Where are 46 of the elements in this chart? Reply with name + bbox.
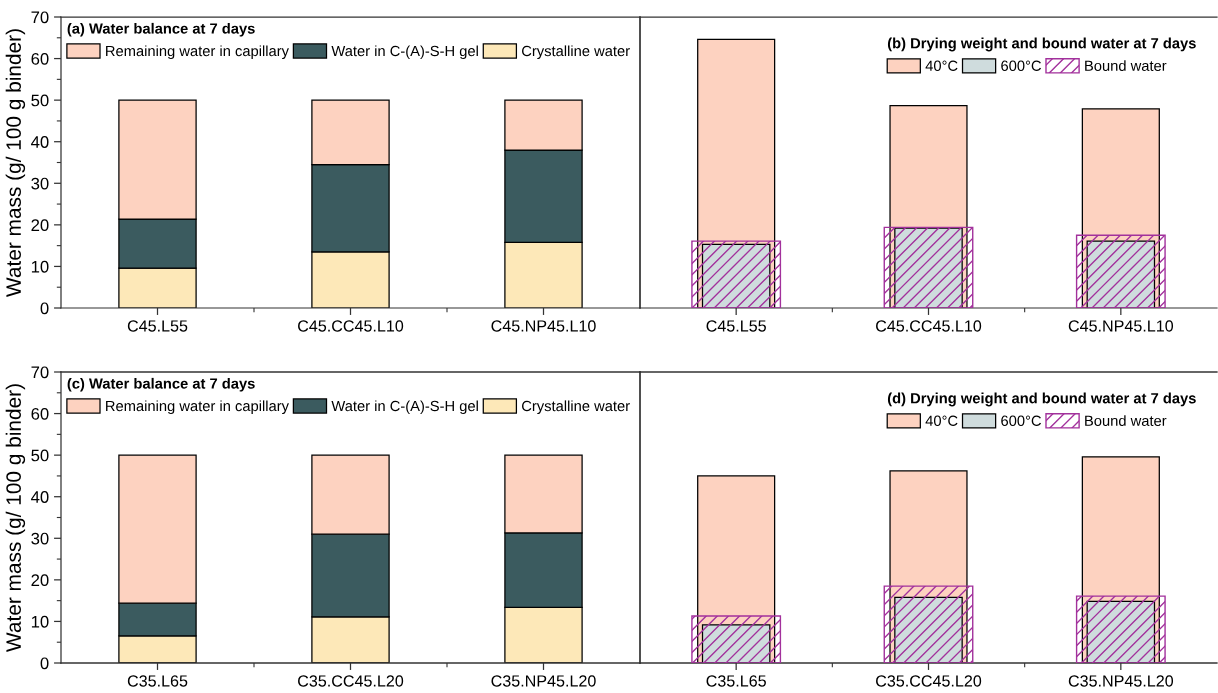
y-tick-label: 50 — [31, 449, 49, 462]
y-tick-label: 0 — [40, 302, 49, 315]
legend-label: Crystalline water — [522, 400, 630, 415]
y-tick-label: 30 — [31, 532, 49, 545]
legend-label: 600°C — [1001, 415, 1042, 426]
x-tick-label: C45.CC45.L10 — [876, 320, 982, 332]
legend-title: (a) Water balance at 7 days — [67, 22, 255, 37]
y-tick-label: 70 — [31, 11, 49, 24]
y-tick-label: 10 — [31, 260, 49, 273]
legend-title: (d) Drying weight and bound water at 7 days — [887, 392, 1196, 407]
y-axis-title: Water mass (g/ 100 g binder) — [5, 29, 26, 297]
y-tick-label: 70 — [31, 366, 49, 379]
legend-label: 40°C — [925, 60, 958, 71]
y-tick-label: 30 — [31, 177, 49, 190]
y-axis-title: Water mass (g/ 100 g binder) — [5, 384, 26, 652]
y-tick-label: 60 — [31, 407, 49, 420]
x-tick-label: C45.CC45.L10 — [298, 320, 404, 332]
y-tick-label: 10 — [31, 615, 49, 628]
legend-title: (b) Drying weight and bound water at 7 days — [887, 37, 1196, 52]
x-tick-label: C35.NP45.L20 — [491, 675, 596, 687]
legend-label: Bound water — [1085, 60, 1167, 71]
y-tick-label: 20 — [31, 219, 49, 232]
x-tick-label: C35.L65 — [127, 675, 188, 687]
y-tick-label: 50 — [31, 94, 49, 107]
legend-label: 600°C — [1001, 60, 1042, 71]
legend-label: Bound water — [1085, 415, 1167, 426]
legend-title: (c) Water balance at 7 days — [67, 377, 255, 392]
y-tick-label: 40 — [31, 136, 49, 148]
legend-label: Water in C-(A)-S-H gel — [331, 45, 478, 60]
y-tick-label: 40 — [31, 491, 49, 503]
y-tick-label: 0 — [40, 657, 49, 670]
x-tick-label: C35.CC45.L20 — [876, 675, 982, 687]
legend-label: Water in C-(A)-S-H gel — [331, 400, 478, 415]
legend-label: Remaining water in capillary — [106, 45, 289, 60]
y-tick-label: 60 — [31, 52, 49, 65]
x-tick-label: C45.NP45.L10 — [1068, 320, 1174, 332]
y-tick-label: 20 — [31, 574, 49, 587]
legend-label: Crystalline water — [522, 45, 630, 60]
x-tick-label: C35.NP45.L20 — [1068, 675, 1174, 687]
legend-label: 40°C — [925, 415, 958, 426]
x-tick-label: C45.L55 — [706, 320, 766, 332]
x-tick-label: C45.L55 — [127, 320, 188, 332]
x-tick-label: C35.CC45.L20 — [298, 675, 404, 687]
x-tick-label: C45.NP45.L10 — [491, 320, 596, 332]
x-tick-label: C35.L65 — [706, 675, 766, 687]
legend-label: Remaining water in capillary — [106, 400, 289, 415]
